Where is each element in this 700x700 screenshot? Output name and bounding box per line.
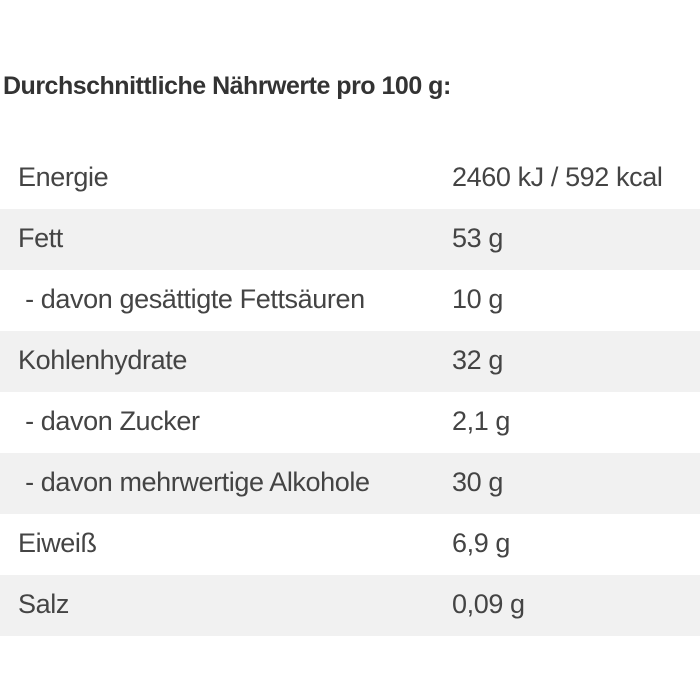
nutrient-name: Salz — [18, 589, 69, 619]
nutrient-name: Kohlenhydrate — [18, 345, 187, 375]
table-row: - davon gesättigte Fettsäuren 10 g — [0, 270, 700, 331]
table-row: Fett 53 g — [0, 209, 700, 270]
nutrient-value: 6,9 g — [452, 528, 511, 558]
nutrient-value: 10 g — [452, 284, 503, 314]
table-row: - davon mehrwertige Alkohole 30 g — [0, 453, 700, 514]
nutrient-value: 30 g — [452, 467, 503, 497]
nutrition-table: Energie 2460 kJ / 592 kcal Fett 53 g - davo… — [0, 148, 700, 636]
nutrient-name: Eiweiß — [18, 528, 97, 558]
nutrient-value: 53 g — [452, 223, 503, 253]
nutrient-name: - davon gesättigte Fettsäuren — [18, 284, 365, 314]
nutrient-name: Fett — [18, 223, 63, 253]
table-row: - davon Zucker 2,1 g — [0, 392, 700, 453]
nutrient-name: Energie — [18, 162, 109, 192]
nutrient-name: - davon Zucker — [18, 406, 200, 436]
table-row: Energie 2460 kJ / 592 kcal — [0, 148, 700, 209]
nutrient-value: 2460 kJ / 592 kcal — [452, 162, 663, 192]
table-row: Eiweiß 6,9 g — [0, 514, 700, 575]
nutrient-value: 0,09 g — [452, 589, 525, 619]
nutrient-value: 2,1 g — [452, 406, 511, 436]
nutrient-value: 32 g — [452, 345, 503, 375]
nutrient-name: - davon mehrwertige Alkohole — [18, 467, 370, 497]
table-row: Kohlenhydrate 32 g — [0, 331, 700, 392]
table-row: Salz 0,09 g — [0, 575, 700, 636]
title: Durchschnittliche Nährwerte pro 100 g: — [3, 72, 451, 100]
